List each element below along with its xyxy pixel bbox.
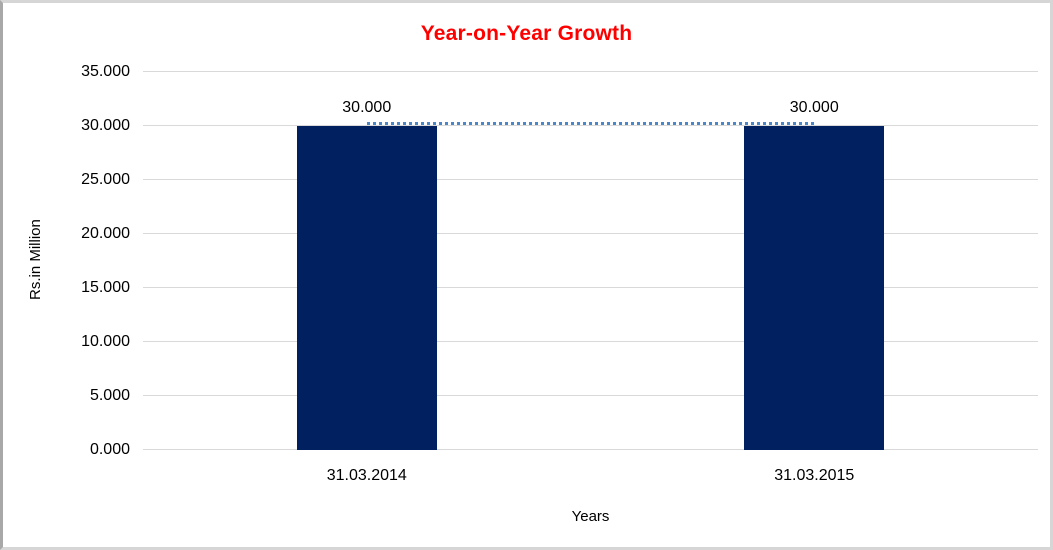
x-tick-label: 31.03.2014 bbox=[326, 467, 407, 484]
gridline bbox=[143, 341, 1038, 342]
y-tick-label: 5.000 bbox=[89, 387, 130, 404]
bar-data-label: 30.000 bbox=[789, 99, 839, 116]
y-tick-label: 15.000 bbox=[81, 279, 130, 296]
y-tick-label: 20.000 bbox=[81, 225, 130, 242]
y-tick-label: 0.000 bbox=[89, 441, 130, 458]
y-tick-label: 25.000 bbox=[81, 171, 130, 188]
gridline bbox=[143, 286, 1038, 288]
y-axis-tick-labels: 35.000 30.000 25.000 20.000 15.000 10.000 5.00… bbox=[3, 63, 130, 458]
bar-data-label: 30.000 bbox=[342, 99, 392, 116]
plot-area: 30.000 30.000 bbox=[143, 71, 1038, 450]
y-tick-label: 30.000 bbox=[81, 117, 130, 134]
x-tick-label: 31.03.2015 bbox=[774, 467, 855, 484]
bar bbox=[744, 126, 885, 450]
y-tick-label: 10.000 bbox=[81, 333, 130, 350]
gridline bbox=[143, 124, 1038, 126]
connector-line bbox=[366, 121, 815, 125]
x-axis-title: Years bbox=[571, 508, 610, 525]
gridline bbox=[143, 178, 1038, 180]
chart-title: Year-on-Year Growth bbox=[420, 22, 633, 45]
gridline bbox=[143, 233, 1038, 234]
bar bbox=[296, 126, 437, 450]
y-tick-label: 35.000 bbox=[81, 63, 130, 80]
gridline bbox=[143, 71, 1038, 72]
gridline bbox=[143, 395, 1038, 396]
x-axis-tick-labels: 31.03.2014 31.03.2015 bbox=[143, 467, 1038, 489]
gridline bbox=[143, 449, 1038, 450]
